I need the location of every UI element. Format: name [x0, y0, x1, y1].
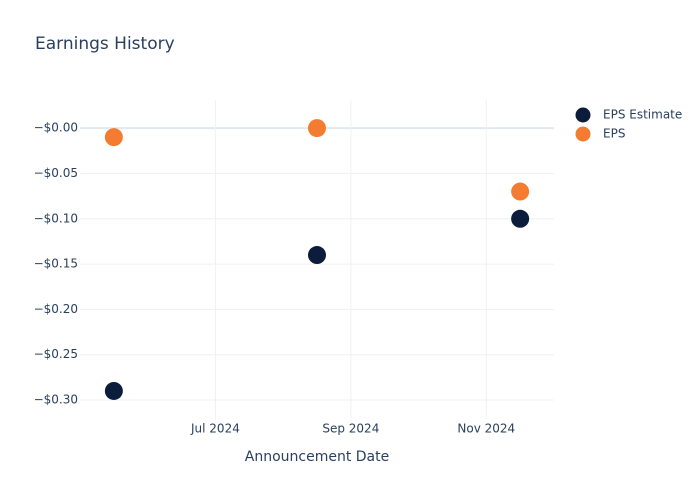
- legend-marker: [575, 126, 591, 142]
- legend-label: EPS: [603, 127, 625, 141]
- data-point: [104, 381, 123, 400]
- y-tick-label: −$0.00: [34, 121, 78, 135]
- x-axis-title: Announcement Date: [245, 449, 389, 465]
- y-tick-label: −$0.10: [34, 211, 78, 225]
- x-tick-label: Sep 2024: [322, 422, 379, 436]
- data-point: [104, 128, 123, 147]
- data-point: [308, 246, 326, 265]
- data-point: [308, 119, 326, 138]
- y-tick-label: −$0.05: [34, 166, 78, 180]
- chart-title: Earnings History: [35, 34, 175, 54]
- x-tick-label: Nov 2024: [457, 422, 515, 436]
- y-tick-label: −$0.20: [34, 302, 78, 316]
- data-point: [511, 209, 530, 228]
- y-tick-label: −$0.25: [34, 347, 78, 361]
- legend-marker: [575, 107, 591, 123]
- legend-label: EPS Estimate: [603, 108, 682, 122]
- y-tick-label: −$0.15: [34, 257, 78, 271]
- x-tick-label: Jul 2024: [190, 422, 240, 436]
- y-tick-label: −$0.30: [34, 393, 78, 407]
- data-point: [511, 182, 530, 201]
